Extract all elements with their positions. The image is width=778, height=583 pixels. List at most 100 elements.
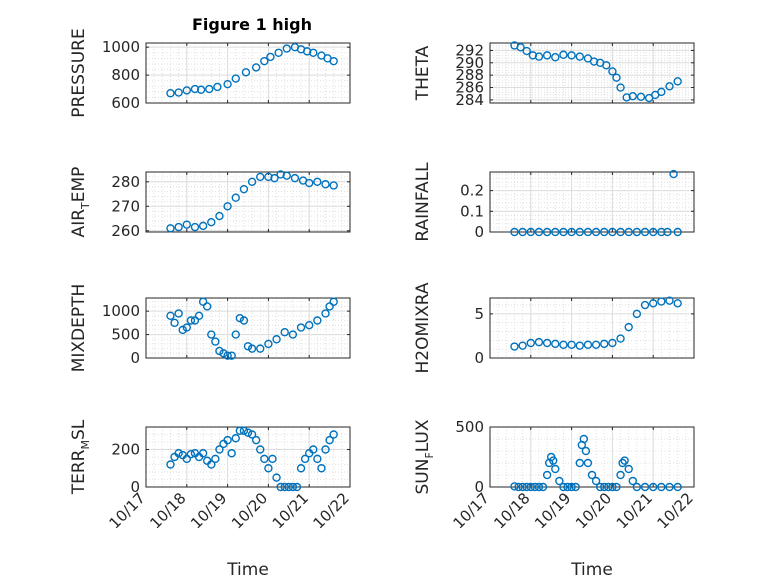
data-point	[616, 83, 625, 92]
data-point	[622, 93, 631, 102]
data-point	[581, 446, 591, 456]
y-tick-label: 0	[474, 349, 484, 367]
data-point	[632, 482, 642, 492]
data-point	[274, 48, 283, 57]
data-point	[213, 82, 222, 92]
data-point	[223, 202, 232, 211]
data-point	[321, 309, 330, 318]
data-point	[559, 50, 568, 59]
data-point	[551, 339, 560, 349]
y-axis-label-part: RAINFALL	[413, 162, 433, 242]
x-tick-label: 10/20	[572, 489, 615, 532]
data-point	[620, 456, 629, 465]
x-tick-label: 10/22	[654, 489, 697, 532]
x-axis-label: Time	[226, 560, 269, 580]
data-point	[313, 177, 322, 186]
y-axis-label-part: PRESSURE	[69, 28, 89, 117]
data-point	[657, 297, 666, 306]
data-point	[579, 434, 589, 444]
data-point	[665, 482, 674, 492]
y-tick-label: 800	[111, 66, 140, 84]
data-point	[231, 193, 240, 202]
data-point	[174, 449, 183, 458]
data-point	[182, 86, 192, 95]
data-point	[231, 434, 240, 443]
data-point	[231, 74, 240, 83]
y-tick-label: 0	[474, 478, 484, 496]
data-point	[575, 227, 584, 237]
data-point	[247, 344, 257, 353]
data-point	[282, 44, 291, 53]
data-point	[549, 456, 558, 465]
data-point	[624, 322, 633, 332]
data-point	[247, 177, 257, 186]
data-point	[223, 351, 232, 360]
data-series	[510, 296, 682, 351]
y-tick-label: 600	[111, 94, 140, 112]
data-point	[182, 220, 192, 229]
y-axis-label-part: LUX	[413, 419, 433, 452]
data-series	[510, 41, 682, 103]
tick-marks	[489, 172, 695, 233]
y-tick-label: 500	[455, 418, 484, 436]
subplot-p1: 600 800 1000 PRESSURE	[69, 28, 351, 118]
data-point	[559, 482, 568, 492]
data-point	[198, 221, 208, 231]
tick-marks	[489, 43, 695, 103]
data-point	[616, 470, 625, 480]
subplot-p3: 260 270 280 AIRTEMP	[69, 167, 351, 240]
data-point	[211, 454, 220, 464]
data-point	[608, 67, 617, 76]
data-point	[673, 227, 682, 237]
data-point	[268, 454, 277, 464]
data-point	[567, 482, 576, 492]
data-point	[264, 464, 273, 473]
data-point	[518, 482, 527, 492]
data-point	[305, 178, 314, 188]
data-point	[575, 458, 584, 468]
x-tick-label: 10/20	[228, 489, 271, 532]
y-axis-label-part: EMP	[69, 167, 89, 203]
data-point	[288, 330, 298, 339]
y-axis-label: RAINFALL	[413, 162, 433, 242]
y-axis-label-part: SL	[69, 419, 89, 440]
data-point	[321, 180, 330, 189]
data-point	[215, 445, 224, 454]
data-point	[534, 337, 544, 347]
y-tick-label: 0	[130, 478, 140, 496]
figure-title: Figure 1 high	[192, 15, 312, 34]
data-point	[612, 482, 621, 492]
tick-marks	[145, 427, 351, 488]
subplot-p5: 0 500 1000 MIXDEPTH	[69, 284, 351, 372]
y-axis-label-part: SUN	[413, 459, 433, 495]
data-point	[166, 89, 175, 98]
y-axis-label-part: T	[79, 202, 92, 210]
data-point	[555, 476, 564, 486]
data-point	[649, 482, 658, 492]
data-point	[551, 227, 560, 237]
data-point	[526, 338, 535, 348]
data-point	[608, 227, 617, 237]
data-point	[628, 91, 637, 101]
data-series	[510, 434, 682, 492]
data-point	[282, 171, 291, 180]
y-tick-label: 292	[455, 41, 484, 59]
data-point	[313, 316, 322, 325]
data-point	[649, 299, 658, 308]
y-axis-label: AIRTEMP	[69, 167, 92, 238]
data-point	[640, 227, 650, 237]
plot-area	[490, 427, 694, 487]
data-point	[227, 449, 236, 458]
data-point	[329, 56, 338, 66]
data-point	[276, 482, 285, 492]
data-point	[657, 482, 666, 492]
data-point	[575, 341, 584, 350]
data-point	[223, 435, 232, 445]
data-point	[239, 426, 249, 435]
x-tick-label: 10/21	[269, 489, 312, 532]
data-point	[290, 173, 300, 183]
axes-box	[489, 42, 695, 104]
y-tick-label: 200	[111, 441, 140, 459]
data-point	[665, 296, 674, 305]
